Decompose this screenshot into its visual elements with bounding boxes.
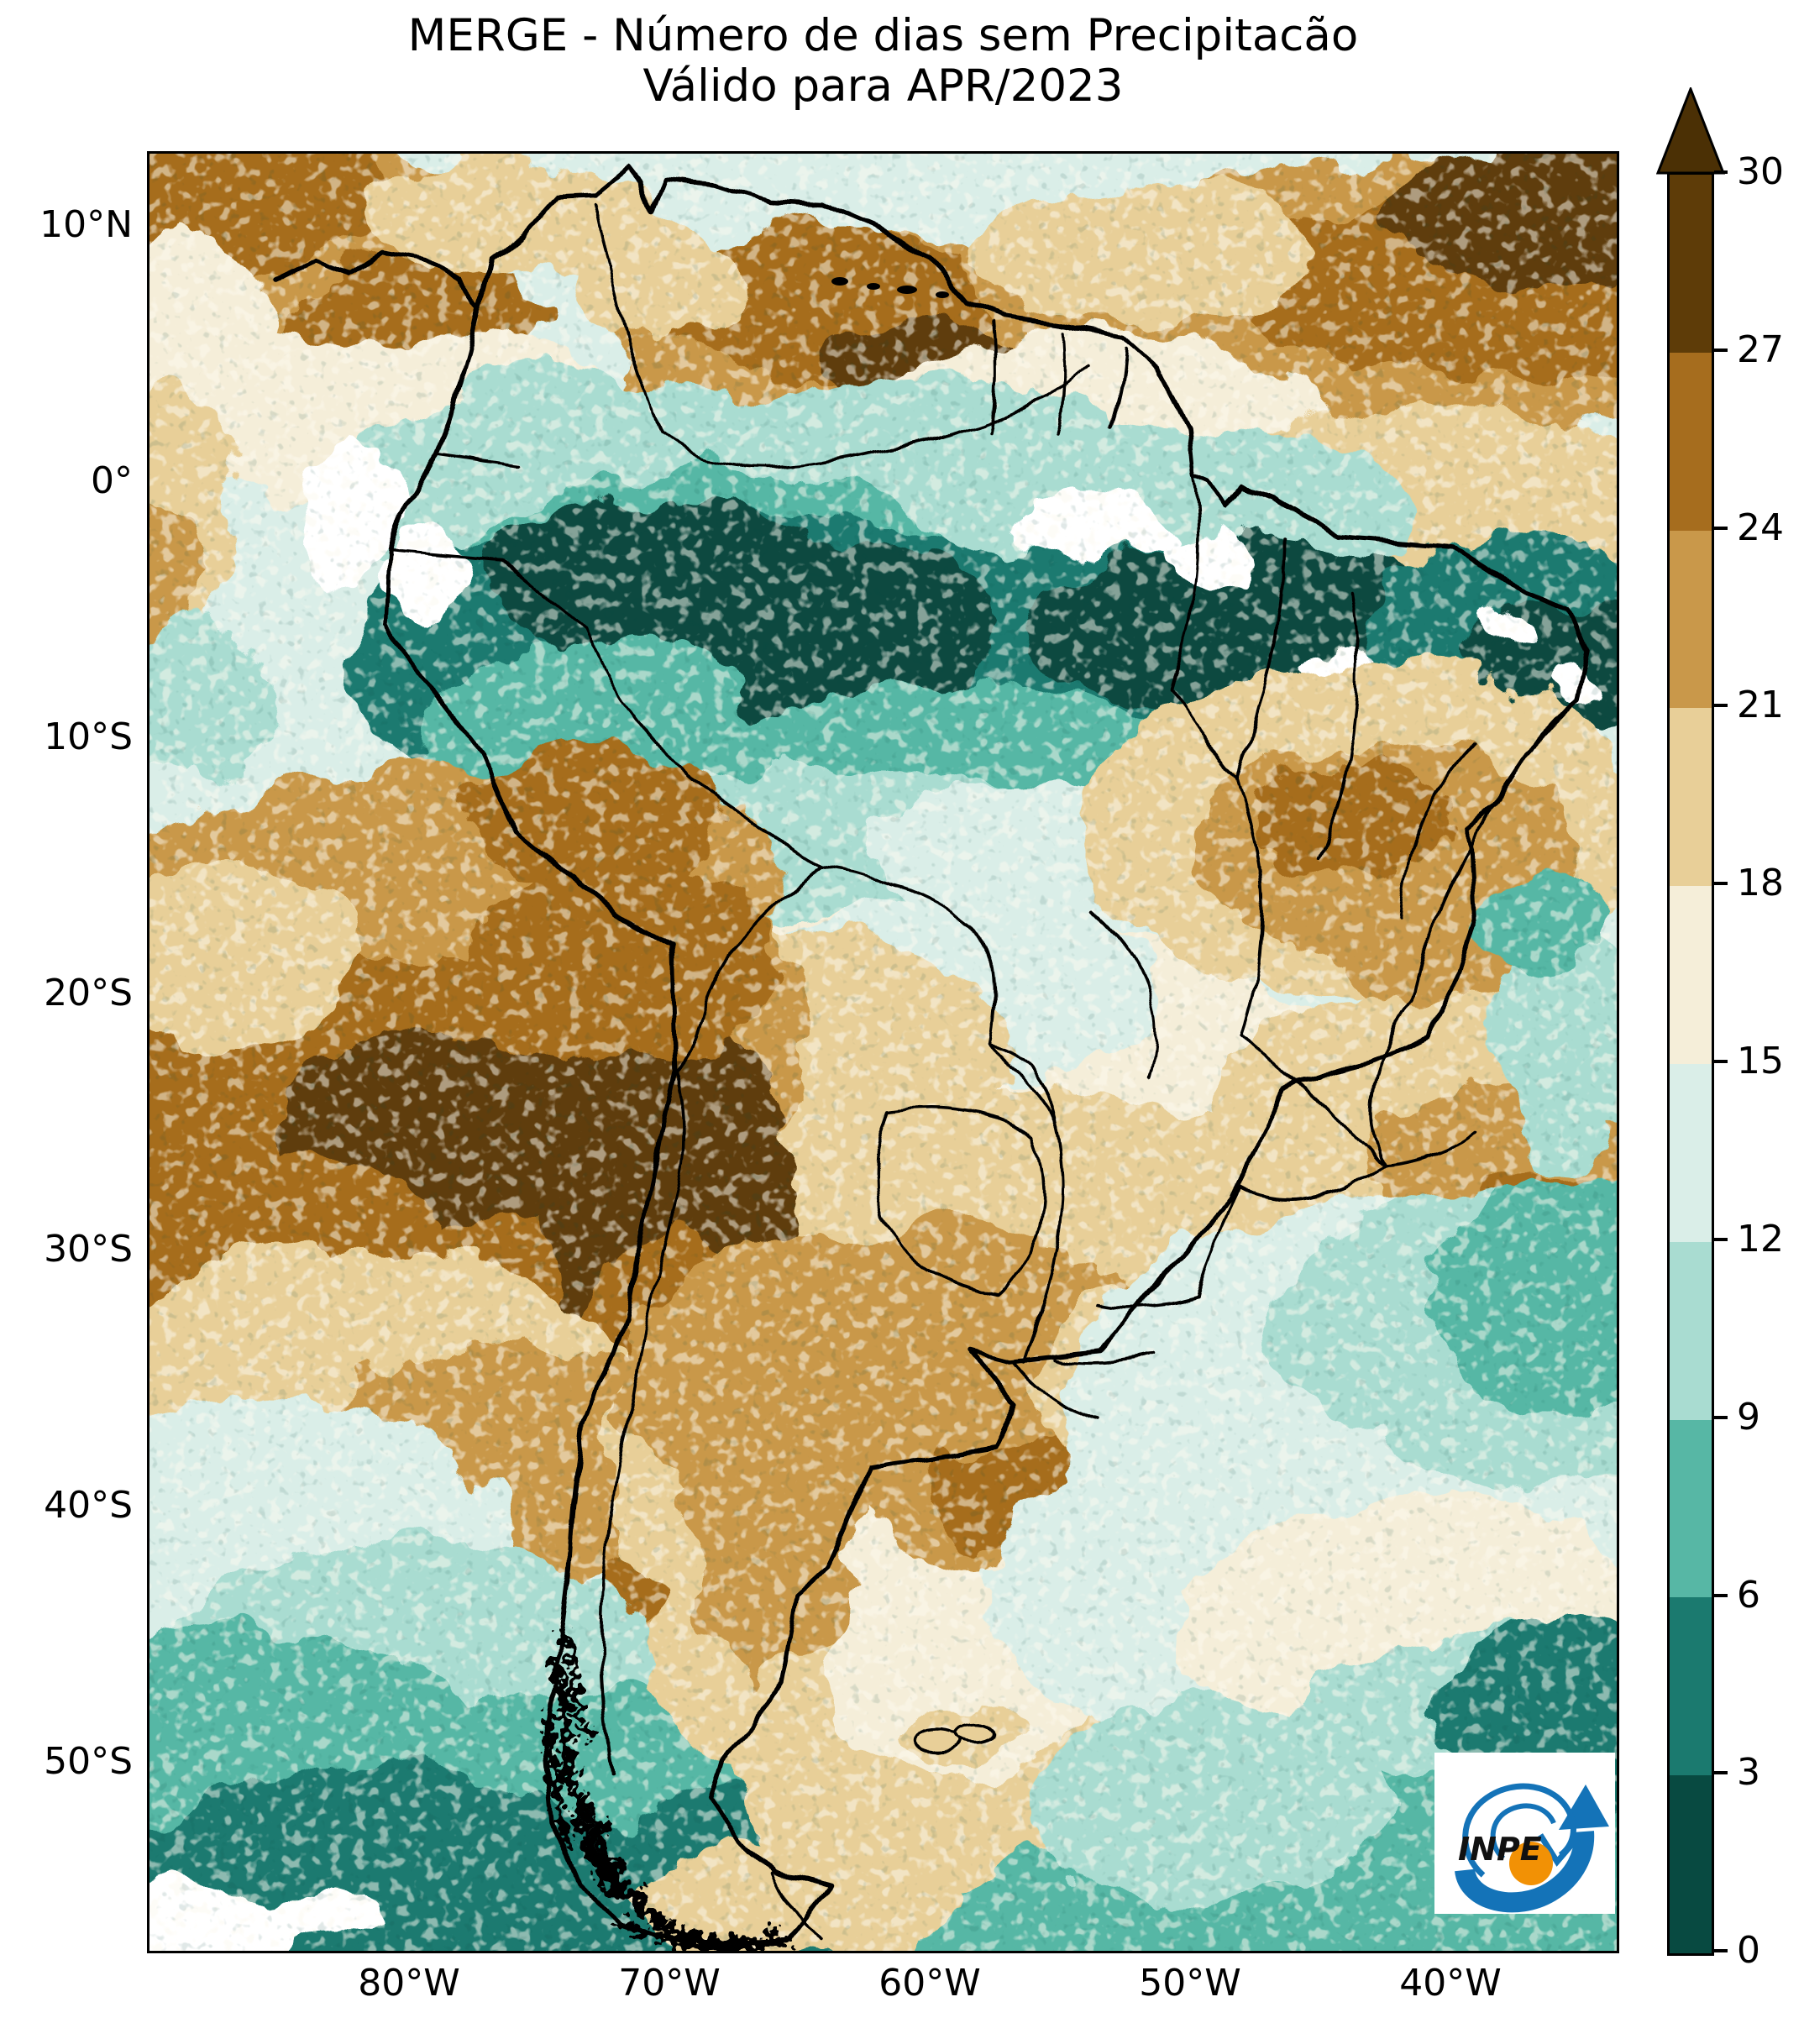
y-tick-label: 10°S	[44, 715, 133, 758]
y-tick-label: 50°S	[44, 1740, 133, 1783]
x-tick-label: 80°W	[358, 1962, 460, 2005]
dark-speckle-texture	[149, 154, 1617, 1951]
colorbar-tick	[1714, 1238, 1728, 1241]
map-canvas: INPE	[147, 151, 1619, 1953]
y-tick-label: 10°N	[39, 203, 133, 246]
colorbar-tick-label: 15	[1737, 1040, 1784, 1082]
y-tick-label: 40°S	[44, 1484, 133, 1527]
island-dots	[831, 277, 949, 298]
y-tick-label: 30°S	[44, 1228, 133, 1271]
colorbar-tick	[1714, 704, 1728, 707]
country-borders	[273, 165, 1589, 1949]
inpe-logo-art: INPE	[1455, 1783, 1609, 1913]
inpe-orange-globe	[1509, 1842, 1553, 1885]
x-tick-label: 40°W	[1399, 1962, 1502, 2005]
colorbar-tick	[1714, 1060, 1728, 1063]
coastline-path	[273, 165, 1589, 1949]
y-tick-label: 20°S	[44, 972, 133, 1014]
colorbar-segment	[1670, 1775, 1712, 1953]
colorbar-tick	[1714, 882, 1728, 885]
inpe-logo: INPE	[1434, 1753, 1615, 1914]
colorbar-segment	[1670, 1597, 1712, 1776]
colorbar-tick	[1714, 170, 1728, 174]
plot-title-line-2: Válido para APR/2023	[642, 60, 1124, 112]
colorbar-segment	[1670, 1419, 1712, 1598]
colorbar-tick-label: 9	[1737, 1396, 1760, 1439]
colorbar-tick	[1714, 1949, 1728, 1952]
colorbar-tick	[1714, 1771, 1728, 1774]
y-tick-label: 0°	[91, 459, 133, 502]
colorbar-over-arrow	[1656, 87, 1725, 175]
inpe-down-arrow-icon	[1538, 1833, 1580, 1867]
inpe-logo-text: INPE	[1458, 1831, 1542, 1868]
colorbar-segment	[1670, 352, 1712, 531]
precipitation-map-art	[149, 154, 1617, 1951]
colorbar-segment	[1670, 1241, 1712, 1420]
plot-title-line-1: MERGE - Número de dias sem Precipitacão	[407, 10, 1359, 61]
colorbar-tick	[1714, 527, 1728, 530]
x-tick-label: 70°W	[618, 1962, 721, 2005]
falkland-islands	[914, 1723, 997, 1753]
colorbar-tick-label: 12	[1737, 1218, 1784, 1260]
colorbar-segment	[1670, 530, 1712, 709]
colorbar-tick-label: 0	[1737, 1929, 1760, 1972]
colorbar-segment	[1670, 886, 1712, 1064]
inpe-swoosh	[1455, 1831, 1595, 1913]
colorbar-tick-label: 24	[1737, 506, 1784, 549]
colorbar-tick-label: 3	[1737, 1751, 1760, 1794]
x-tick-label: 50°W	[1139, 1962, 1241, 2005]
inpe-inner-spiral	[1490, 1803, 1556, 1861]
colorbar-tick-label: 6	[1737, 1574, 1760, 1617]
colorbar-segment	[1670, 175, 1712, 353]
colorbar-segment	[1670, 1063, 1712, 1242]
colorbar-tick-label: 30	[1737, 150, 1784, 193]
colorbar-tick	[1714, 1416, 1728, 1419]
colorbar-tick	[1714, 349, 1728, 352]
colorbar-segment	[1670, 708, 1712, 887]
colorbar-tick	[1714, 1594, 1728, 1597]
x-tick-label: 60°W	[878, 1962, 981, 2005]
fjord-islets	[556, 1685, 777, 1947]
inpe-outer-spiral	[1462, 1783, 1576, 1878]
colorbar-tick-label: 21	[1737, 684, 1784, 726]
colorbar	[1667, 172, 1714, 1956]
internal-borders	[386, 202, 1495, 1940]
colorbar-tick-label: 27	[1737, 328, 1784, 371]
fjords-coastline	[539, 1627, 792, 1951]
colorbar-tick-label: 18	[1737, 862, 1784, 904]
